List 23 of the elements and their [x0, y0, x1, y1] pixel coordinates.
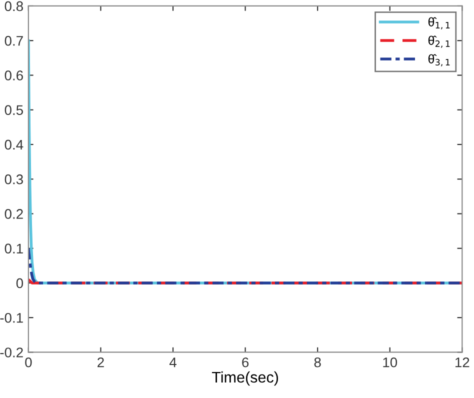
x-tick-label: 8 [314, 357, 321, 368]
y-tick-label: 0.5 [4, 105, 23, 116]
y-tick-label: 0.8 [4, 1, 23, 12]
y-tick-label: -0.1 [0, 312, 23, 323]
x-tick-label: 4 [169, 358, 176, 368]
y-tick-label: 0.4 [4, 140, 24, 150]
line-series [28, 246, 462, 284]
y-tick-label: 0.2 [4, 209, 23, 219]
y-tick-label: 0 [16, 278, 24, 288]
x-tick-label: 2 [98, 357, 104, 368]
x-tick-label: 10 [383, 357, 398, 368]
legend-label: θ̂$_{2,1}$ [428, 36, 450, 48]
legend-label: θ̂$_{3,1}$ [428, 54, 450, 66]
x-tick-label: 0 [25, 357, 32, 368]
y-tick-label: -0.2 [0, 348, 23, 358]
legend-label: θ̂$_{1,1}$ [428, 17, 450, 30]
y-tick-label: 0.7 [4, 36, 23, 46]
y-tick-label: 0.6 [4, 70, 23, 80]
y-tick-label: 0.3 [4, 174, 23, 184]
x-tick-label: 12 [455, 357, 470, 368]
x-tick-label: 6 [242, 357, 249, 368]
x-axis-title: Time(sec) [212, 371, 278, 386]
y-tick-label: 0.1 [4, 244, 23, 254]
